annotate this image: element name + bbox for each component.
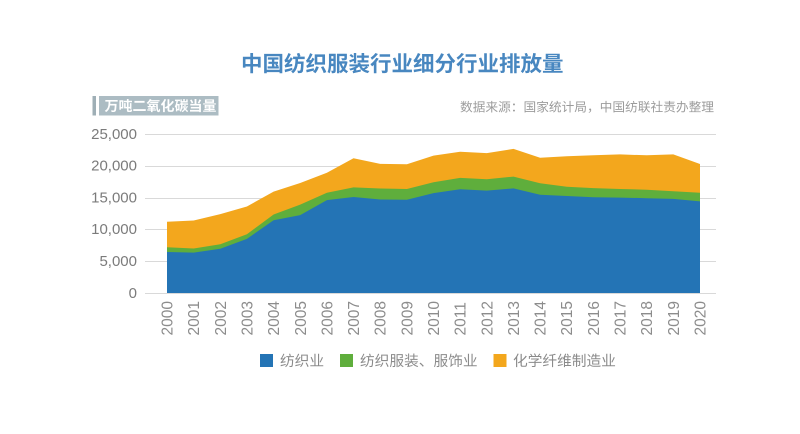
svg-text:2011: 2011 — [453, 302, 470, 335]
svg-text:2014: 2014 — [533, 301, 550, 336]
svg-text:2005: 2005 — [293, 301, 310, 335]
svg-text:2000: 2000 — [160, 301, 177, 336]
svg-text:2019: 2019 — [666, 301, 683, 335]
svg-text:2015: 2015 — [559, 301, 576, 335]
svg-text:2010: 2010 — [426, 301, 443, 336]
svg-text:20,000: 20,000 — [91, 158, 137, 175]
svg-text:2009: 2009 — [399, 301, 416, 335]
svg-text:2007: 2007 — [346, 301, 363, 335]
svg-text:2002: 2002 — [213, 301, 230, 335]
svg-text:2016: 2016 — [586, 301, 603, 335]
svg-text:2003: 2003 — [239, 301, 256, 335]
svg-text:2020: 2020 — [693, 301, 710, 336]
svg-text:15,000: 15,000 — [91, 189, 137, 206]
svg-text:5,000: 5,000 — [99, 253, 137, 270]
svg-text:2018: 2018 — [639, 301, 656, 335]
svg-text:25,000: 25,000 — [91, 126, 137, 143]
svg-text:2008: 2008 — [373, 301, 390, 335]
svg-text:2012: 2012 — [479, 301, 496, 335]
svg-text:2001: 2001 — [186, 301, 203, 335]
svg-text:2017: 2017 — [613, 301, 630, 335]
svg-text:2013: 2013 — [506, 301, 523, 335]
svg-text:2004: 2004 — [266, 301, 283, 336]
svg-text:10,000: 10,000 — [91, 221, 137, 238]
svg-text:2006: 2006 — [319, 301, 336, 335]
svg-text:0: 0 — [129, 285, 137, 302]
